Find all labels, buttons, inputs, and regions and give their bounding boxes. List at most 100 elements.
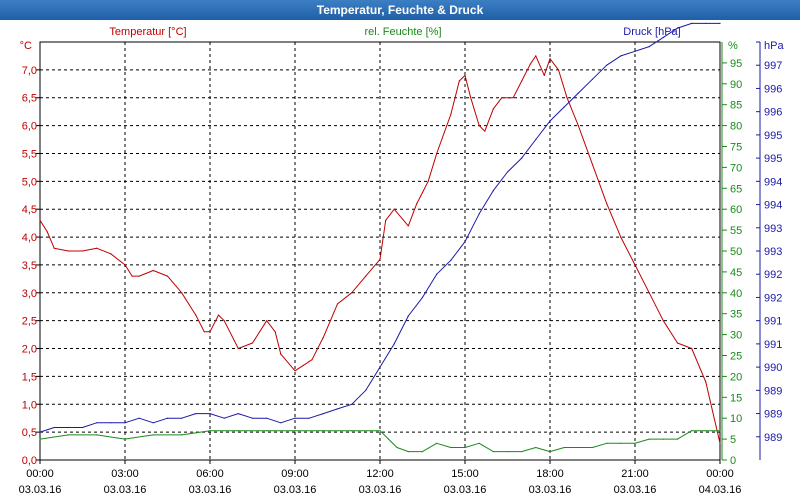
data-point-pressure <box>464 241 466 243</box>
pressure-tick-label: 994 <box>764 200 782 212</box>
left-tick-label: 2,5 <box>22 316 37 328</box>
axis-layer <box>36 41 761 464</box>
data-point-humidity <box>535 446 537 449</box>
data-point-humidity <box>39 438 41 440</box>
data-point-pressure <box>124 422 126 424</box>
data-point-pressure <box>535 138 537 141</box>
left-tick-label: 0,0 <box>22 455 37 467</box>
data-point-temperature <box>577 125 579 127</box>
data-point-temperature <box>529 63 531 65</box>
grid-layer <box>40 42 720 460</box>
data-point-pressure <box>322 413 324 415</box>
left-tick-label: 2,0 <box>22 344 37 356</box>
x-tick-time: 21:00 <box>621 468 649 480</box>
left-tick-label: 5,0 <box>22 176 37 188</box>
data-point-pressure <box>53 426 55 429</box>
data-point-pressure <box>549 120 551 122</box>
data-point-temperature <box>96 247 98 249</box>
data-point-pressure <box>365 389 367 391</box>
data-point-temperature <box>407 225 409 227</box>
data-point-temperature <box>634 264 636 266</box>
left-tick-label: 0,5 <box>22 427 37 439</box>
data-point-temperature <box>181 292 183 294</box>
data-point-pressure <box>393 343 395 345</box>
x-tick-date: 03.03.16 <box>189 484 232 496</box>
data-point-humidity <box>662 438 664 440</box>
data-point-pressure <box>591 78 594 80</box>
data-point-pressure <box>67 426 69 429</box>
data-point-temperature <box>365 275 367 277</box>
data-point-humidity <box>67 434 69 436</box>
data-point-temperature <box>131 275 133 277</box>
data-point-humidity <box>266 430 268 432</box>
data-point-pressure <box>96 422 98 424</box>
data-point-temperature <box>274 331 276 333</box>
data-point-pressure <box>450 259 452 261</box>
legend-humidity: rel. Feuchte [%] <box>364 26 441 38</box>
pressure-tick-label: 992 <box>764 269 782 281</box>
humidity-tick-label: 40 <box>730 288 742 300</box>
data-point-temperature <box>67 250 69 252</box>
data-point-humidity <box>719 430 721 432</box>
data-point-temperature <box>662 320 664 322</box>
x-tick-date: 03.03.16 <box>104 484 147 496</box>
left-tick-label: 5,5 <box>22 148 37 160</box>
data-point-pressure <box>563 106 565 108</box>
data-point-pressure <box>521 157 523 159</box>
data-point-temperature <box>543 74 545 76</box>
data-point-pressure <box>266 417 268 419</box>
pressure-tick-label: 995 <box>764 153 782 165</box>
data-point-temperature <box>46 230 48 233</box>
legend-temperature: Temperatur [°C] <box>109 26 186 38</box>
data-point-pressure <box>223 417 225 419</box>
data-point-temperature <box>427 180 429 182</box>
x-tick-date: 04.03.16 <box>699 484 742 496</box>
data-point-humidity <box>124 438 126 440</box>
data-point-temperature <box>195 314 197 316</box>
data-point-humidity <box>407 451 409 453</box>
data-point-pressure <box>110 422 112 424</box>
data-point-humidity <box>591 446 594 449</box>
data-point-humidity <box>96 434 98 436</box>
pressure-tick-label: 996 <box>764 107 782 119</box>
pressure-tick-label: 997 <box>764 60 782 72</box>
data-point-pressure <box>606 64 608 66</box>
data-point-humidity <box>549 451 551 453</box>
data-point-humidity <box>521 451 523 453</box>
data-point-pressure <box>280 422 282 424</box>
data-point-temperature <box>53 247 55 249</box>
data-point-pressure <box>138 417 140 419</box>
x-tick-date: 03.03.16 <box>529 484 572 496</box>
data-point-humidity <box>450 446 452 449</box>
data-point-pressure <box>181 417 183 419</box>
data-point-pressure <box>195 413 197 415</box>
data-point-pressure <box>209 413 211 415</box>
pressure-tick-label: 989 <box>764 432 782 444</box>
data-point-temperature <box>648 292 650 294</box>
data-point-pressure <box>237 413 239 415</box>
x-tick-time: 18:00 <box>536 468 564 480</box>
data-point-humidity <box>506 451 509 453</box>
window-title: Temperatur, Feuchte & Druck <box>0 0 800 20</box>
data-point-temperature <box>464 74 466 76</box>
data-point-humidity <box>648 438 650 440</box>
data-point-humidity <box>620 442 622 444</box>
data-point-humidity <box>379 430 381 432</box>
pressure-tick-label: 993 <box>764 223 782 235</box>
x-tick-date: 03.03.16 <box>614 484 657 496</box>
data-point-pressure <box>294 417 296 419</box>
pressure-tick-label: 994 <box>764 176 782 188</box>
humidity-tick-label: 85 <box>730 100 742 112</box>
data-point-temperature <box>217 314 220 316</box>
data-point-humidity <box>322 430 324 432</box>
data-point-temperature <box>166 275 169 277</box>
data-point-pressure <box>81 426 84 429</box>
data-point-pressure <box>705 22 707 24</box>
data-point-pressure <box>39 431 41 433</box>
data-point-temperature <box>203 331 205 333</box>
data-point-temperature <box>393 208 395 210</box>
x-tick-date: 03.03.16 <box>274 484 317 496</box>
left-tick-label: 6,5 <box>22 93 37 105</box>
humidity-tick-label: 45 <box>730 267 742 279</box>
data-point-humidity <box>634 442 636 444</box>
